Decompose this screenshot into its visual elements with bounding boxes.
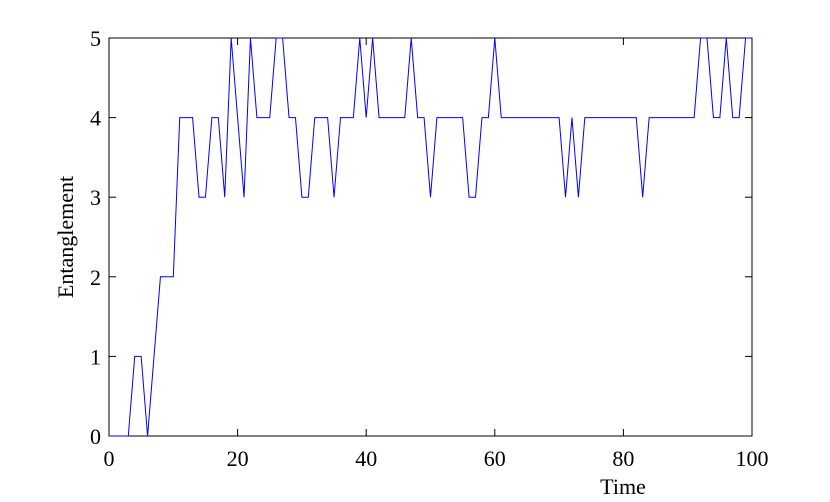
y-tick-label-2: 2 (90, 265, 101, 290)
y-tick-labels: 0 1 2 3 4 5 (90, 26, 101, 449)
x-tick-label-4: 80 (612, 446, 634, 471)
x-axis-title: Time (600, 474, 646, 499)
y-axis-title: Entanglement (53, 176, 78, 298)
y-tick-label-0: 0 (90, 424, 101, 449)
x-tick-labels: 0 20 40 60 80 100 (104, 446, 769, 471)
x-tick-label-0: 0 (104, 446, 115, 471)
y-tick-label-3: 3 (90, 185, 101, 210)
x-tick-label-1: 20 (227, 446, 249, 471)
x-tick-label-5: 100 (736, 446, 769, 471)
x-tick-label-2: 40 (355, 446, 377, 471)
y-tick-label-4: 4 (90, 106, 101, 131)
plot-area (108, 37, 753, 437)
x-tick-label-3: 60 (484, 446, 506, 471)
series-line (109, 37, 752, 437)
y-tick-label-5: 5 (90, 26, 101, 51)
y-tick-label-1: 1 (90, 344, 101, 369)
